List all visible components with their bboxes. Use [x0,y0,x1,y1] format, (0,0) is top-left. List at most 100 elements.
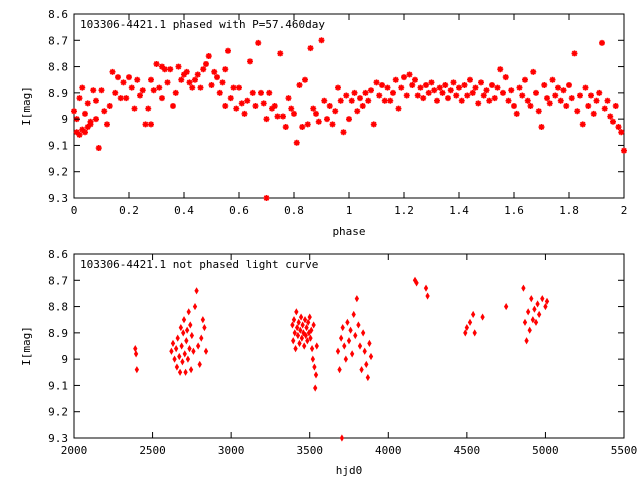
data-point [269,105,275,112]
data-point [568,95,575,102]
data-point [335,84,341,91]
data-point [174,363,180,371]
data-point [354,295,360,303]
data-point [349,350,355,358]
x-tick-label: 1.6 [504,204,524,217]
x-tick-label: 3000 [218,444,245,457]
y-axis-label: I[mag] [20,326,33,366]
data-point [566,81,572,88]
data-point [464,324,470,332]
data-point [420,95,427,102]
data-point [544,297,550,305]
data-point [401,74,407,81]
data-point [179,342,184,350]
data-point [519,92,526,99]
phased-light-curve-panel: 0 0.2 0.4 0.6 0.8 1 1.2 1.4 1.6 1.8 2 8.6 8.7 8.8 8.9 9… [20,8,627,238]
data-point [354,108,361,115]
data-point [109,68,116,75]
y-tick-label: 8.9 [48,327,68,340]
data-point [115,74,121,81]
data-point [346,116,352,123]
data-point [360,329,366,337]
data-point [461,81,468,88]
data-point [238,100,245,107]
data-point [266,89,273,96]
data-point [390,89,396,96]
data-point [303,331,308,340]
data-point [464,92,471,99]
data-point [297,339,302,347]
data-point [387,97,394,104]
y-tick-label: 8.7 [48,34,68,47]
data-point [368,352,374,361]
data-point [365,97,372,104]
data-point [73,129,80,136]
y-tick-label: 9.3 [48,192,68,205]
data-point [304,324,309,332]
data-point [175,334,180,342]
data-point [203,60,209,67]
data-point [296,318,301,326]
data-point [607,113,614,120]
data-point [356,321,361,329]
data-point [486,97,493,104]
data-point [309,345,315,353]
data-point [359,366,364,374]
data-point [164,79,171,86]
data-point [175,63,182,70]
data-point [403,92,410,99]
data-point [290,321,295,329]
data-point [233,105,240,112]
data-point [533,318,539,326]
data-point [310,355,316,363]
y-tick-label: 9.1 [48,379,68,392]
data-point [571,50,578,57]
x-tick-label: 1.2 [394,204,414,217]
data-point [511,103,517,109]
data-point [458,97,465,104]
data-point [139,87,146,94]
data-point [183,368,188,376]
data-point [535,108,542,115]
data-point [467,318,473,326]
data-point [362,347,367,355]
data-point [535,300,540,308]
data-point [123,95,130,102]
data-point [392,76,399,83]
x-tick-label: 1.4 [449,204,469,217]
data-point [423,284,429,292]
plot-frame [73,13,625,199]
data-point [604,97,611,104]
data-point [117,95,124,102]
data-point [93,116,99,123]
data-point [82,110,88,117]
data-point [202,324,207,332]
data-point [340,324,345,332]
data-point [384,84,391,91]
data-point [524,337,529,345]
data-point [178,76,185,83]
data-point [367,339,372,347]
data-point [379,81,385,88]
y-tick-label: 9 [61,353,68,366]
data-point [184,326,190,334]
data-point [300,321,305,329]
data-point [156,84,163,91]
y-tick-label: 8.6 [48,8,68,21]
data-point [428,79,435,86]
data-point [181,316,187,324]
data-point [191,347,196,355]
data-point [258,89,264,96]
data-point [183,68,190,75]
unphased-light-curve-panel: 2000 2500 3000 3500 4000 4500 5000 5500 8.6 8.7 8.… [20,248,637,477]
data-point [189,331,195,340]
data-points [71,37,627,201]
data-point [348,326,353,334]
data-point [544,95,550,102]
data-point [417,84,424,91]
y-axis-label: I[mag] [20,86,33,126]
data-point [516,84,523,91]
data-point [214,74,220,81]
y-tick-label: 9.2 [48,406,68,419]
